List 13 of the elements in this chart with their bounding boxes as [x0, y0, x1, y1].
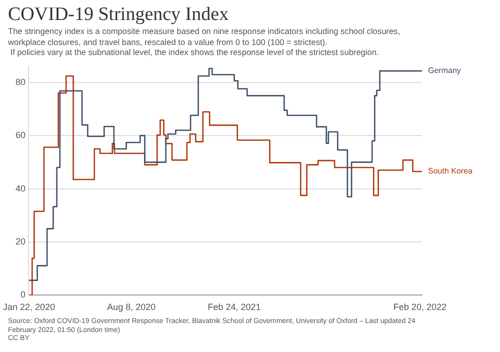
x-tick-label: Jan 22, 2020 — [3, 302, 56, 312]
x-tick-label: Feb 24, 2021 — [208, 302, 261, 312]
y-tick-label: 80 — [16, 76, 26, 87]
y-tick-label: 20 — [16, 236, 26, 246]
chart-title: COVID-19 Stringency Index — [8, 4, 229, 26]
y-tick-label: 0 — [20, 290, 26, 300]
series-label: South Korea — [428, 166, 474, 176]
series-label: Germany — [428, 66, 461, 76]
y-tick-label: 40 — [16, 183, 26, 194]
x-tick-label: Feb 20, 2022 — [393, 302, 446, 312]
x-tick-label: Aug 8, 2020 — [107, 302, 156, 312]
chart-subtitle: The stringency index is a composite measure based on nine response indicators including school closures, workplace closures, and travel bans, rescaled to a value from 0 to 100 (100 = strictest). If policies vary at the subnational level, the index shows the response level of the strictest subregion. — [8, 26, 400, 58]
y-tick-label: 60 — [16, 130, 26, 140]
